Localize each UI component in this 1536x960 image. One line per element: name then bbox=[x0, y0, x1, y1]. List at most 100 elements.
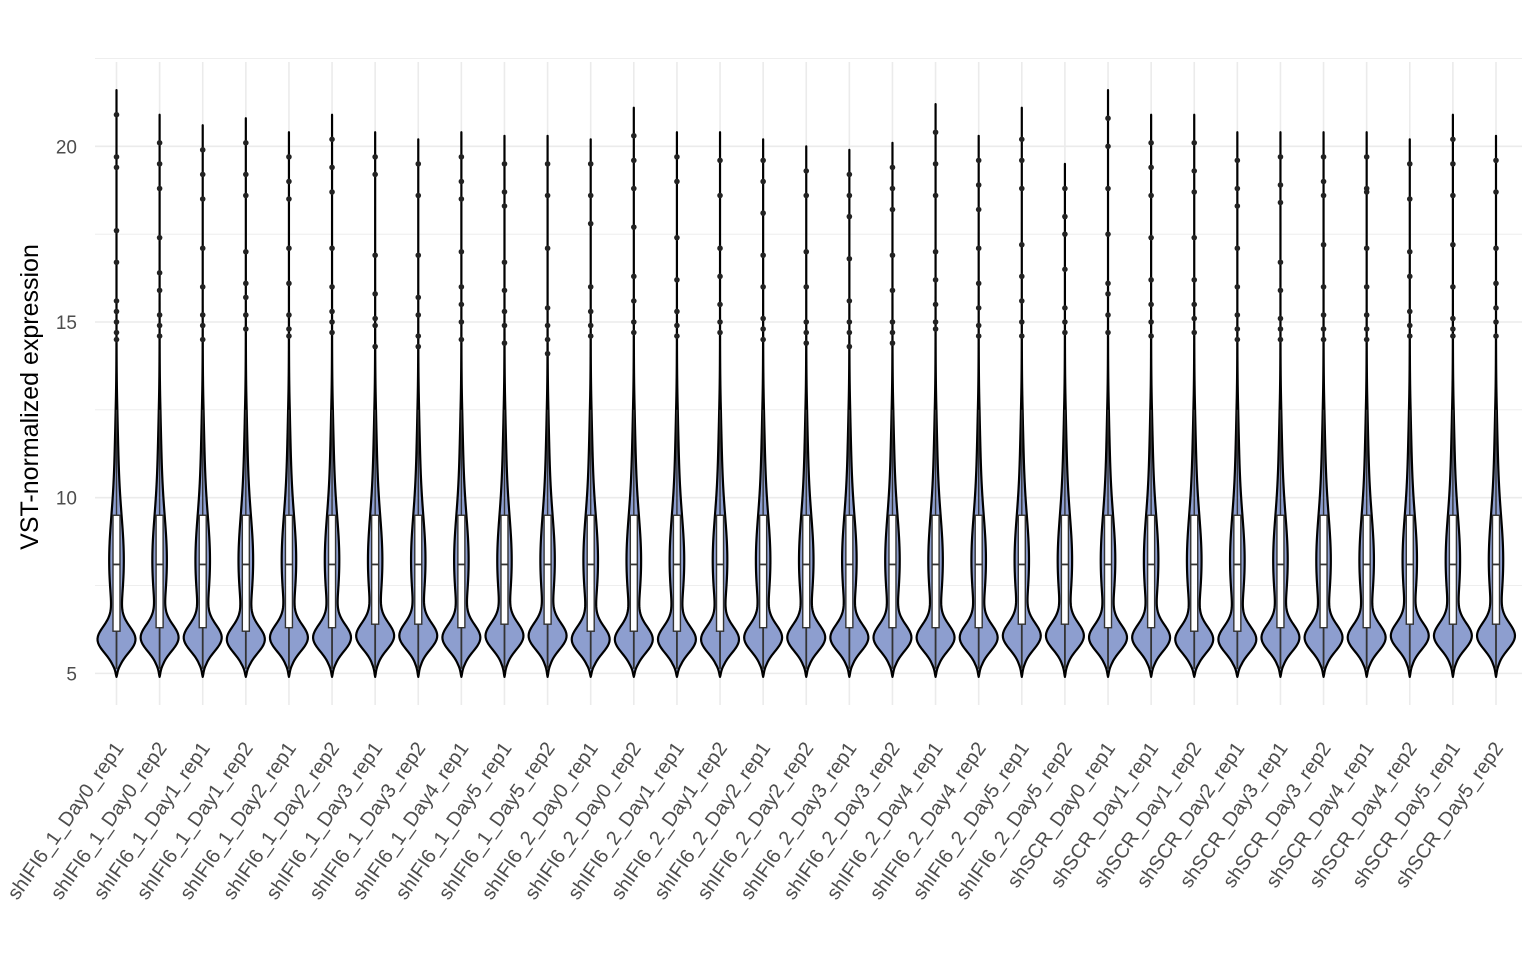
outlier-point bbox=[932, 129, 939, 136]
outlier-point bbox=[717, 157, 723, 164]
outlier-point bbox=[1148, 333, 1154, 339]
outlier-point bbox=[458, 196, 465, 202]
outlier-point bbox=[631, 157, 637, 164]
outlier-point bbox=[329, 319, 335, 325]
outlier-point bbox=[587, 220, 594, 227]
outlier-point bbox=[544, 161, 551, 167]
violin-shIFI6_1_Day3_rep2 bbox=[398, 138, 439, 678]
box bbox=[1190, 514, 1199, 632]
outlier-point bbox=[286, 326, 292, 332]
outlier-point bbox=[674, 308, 680, 315]
violin-shIFI6_1_Day5_rep2 bbox=[527, 134, 568, 678]
outlier-point bbox=[932, 277, 939, 283]
outlier-point bbox=[1105, 185, 1111, 192]
outlier-point bbox=[1493, 157, 1499, 164]
outlier-point bbox=[372, 343, 378, 350]
y-tick-label: 15 bbox=[56, 313, 77, 334]
outlier-point bbox=[1148, 140, 1154, 146]
outlier-point bbox=[1062, 305, 1068, 311]
outlier-point bbox=[674, 234, 680, 241]
outlier-point bbox=[1105, 312, 1111, 318]
box bbox=[1103, 514, 1113, 629]
outlier-point bbox=[846, 343, 853, 350]
violin-shSCR_Day1_rep1 bbox=[1131, 113, 1172, 678]
outlier-point bbox=[975, 280, 982, 287]
outlier-point bbox=[587, 192, 594, 199]
outlier-point bbox=[1363, 189, 1370, 195]
outlier-point bbox=[329, 329, 335, 336]
outlier-point bbox=[1406, 308, 1413, 315]
violin-shIFI6_2_Day0_rep1 bbox=[570, 138, 611, 678]
outlier-point bbox=[544, 305, 551, 311]
outlier-point bbox=[1320, 154, 1327, 160]
outlier-point bbox=[113, 154, 120, 160]
violin-shSCR_Day4_rep1 bbox=[1346, 131, 1387, 678]
outlier-point bbox=[501, 287, 508, 294]
outlier-point bbox=[1234, 185, 1241, 192]
box bbox=[1405, 514, 1414, 625]
outlier-point bbox=[243, 192, 249, 199]
outlier-point bbox=[717, 192, 723, 199]
outlier-point bbox=[846, 192, 853, 199]
outlier-point bbox=[1277, 199, 1284, 206]
outlier-point bbox=[156, 322, 163, 329]
outlier-point bbox=[329, 308, 335, 315]
y-axis-ticks: 5 10 15 20 bbox=[56, 137, 77, 685]
outlier-point bbox=[1234, 203, 1241, 209]
outlier-point bbox=[113, 329, 120, 336]
outlier-point bbox=[1191, 189, 1198, 195]
outlier-point bbox=[1062, 185, 1068, 192]
violin-shSCR_Day1_rep2 bbox=[1174, 113, 1215, 678]
outlier-point bbox=[1062, 266, 1068, 273]
outlier-point bbox=[1062, 231, 1068, 237]
violin-shIFI6_2_Day0_rep2 bbox=[613, 106, 654, 678]
outlier-point bbox=[1234, 312, 1241, 318]
box bbox=[629, 514, 639, 632]
outlier-point bbox=[1105, 115, 1111, 122]
outlier-point bbox=[1493, 305, 1499, 311]
outlier-point bbox=[1234, 336, 1241, 343]
outlier-point bbox=[1148, 234, 1154, 241]
outlier-point bbox=[889, 185, 896, 192]
outlier-point bbox=[1320, 326, 1327, 332]
outlier-point bbox=[1363, 326, 1370, 332]
outlier-point bbox=[156, 185, 163, 192]
outlier-point bbox=[1234, 284, 1241, 290]
outlier-point bbox=[243, 326, 249, 332]
outlier-point bbox=[1320, 178, 1327, 185]
outlier-point bbox=[1105, 329, 1111, 336]
box bbox=[155, 514, 164, 629]
outlier-point bbox=[1450, 161, 1456, 167]
outlier-point bbox=[1277, 326, 1284, 332]
outlier-point bbox=[846, 319, 853, 325]
outlier-point bbox=[1148, 301, 1154, 308]
outlier-point bbox=[286, 178, 292, 185]
outlier-point bbox=[932, 319, 939, 325]
box bbox=[1448, 514, 1458, 625]
box bbox=[1491, 514, 1501, 625]
outlier-point bbox=[1234, 245, 1241, 252]
outlier-point bbox=[1234, 157, 1241, 164]
violin-shIFI6_1_Day0_rep2 bbox=[139, 113, 180, 678]
outlier-point bbox=[329, 284, 335, 290]
outlier-point bbox=[760, 178, 766, 185]
box bbox=[241, 514, 251, 632]
outlier-point bbox=[717, 329, 723, 336]
outlier-point bbox=[372, 291, 378, 297]
violin-shSCR_Day3_rep2 bbox=[1303, 131, 1344, 678]
outlier-point bbox=[501, 308, 508, 315]
outlier-point bbox=[1018, 136, 1025, 143]
outlier-point bbox=[1450, 284, 1456, 290]
violin-shIFI6_1_Day5_rep1 bbox=[484, 134, 525, 678]
outlier-point bbox=[458, 301, 465, 308]
box bbox=[715, 514, 725, 632]
outlier-point bbox=[1191, 277, 1198, 283]
outlier-point bbox=[372, 171, 378, 178]
outlier-point bbox=[458, 319, 465, 325]
outlier-point bbox=[1406, 273, 1413, 280]
outlier-point bbox=[803, 329, 810, 336]
outlier-point bbox=[1320, 312, 1327, 318]
outlier-point bbox=[501, 259, 508, 266]
outlier-point bbox=[1148, 319, 1154, 325]
